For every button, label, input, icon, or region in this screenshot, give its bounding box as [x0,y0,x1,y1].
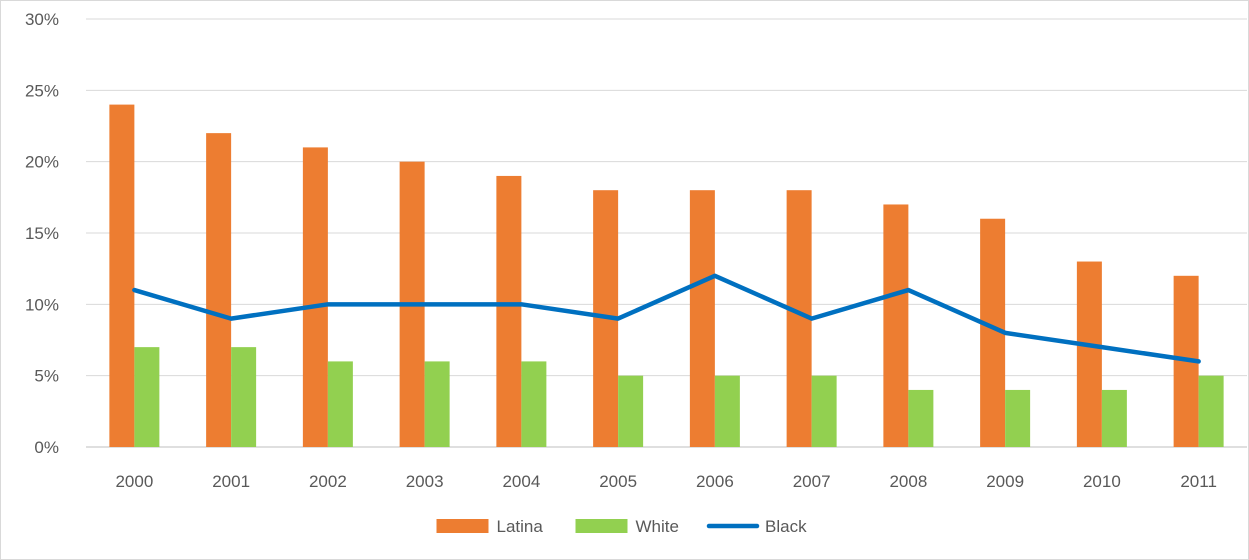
legend-swatch-latina [436,519,489,533]
bar-latina [496,175,522,447]
bar-white [424,361,450,447]
bar-latina [883,204,909,447]
bar-white [714,375,740,447]
x-axis: 2000 2001 2002 2003 2004 2005 2006 2007 2008 2009… [115,472,1216,491]
bar-white [231,347,257,447]
gridlines [86,18,1247,448]
bar-white [134,347,160,447]
bar-latina [302,147,328,447]
bar-white [521,361,547,447]
x-tick-label: 2007 [793,472,831,491]
x-tick-label: 2004 [502,472,540,491]
bar-white [908,389,934,447]
legend-swatch-white [575,519,628,533]
bar-latina [1076,261,1102,447]
x-tick-label: 2009 [986,472,1024,491]
y-axis: 0% 5% 10% 15% 20% 25% 30% [25,10,59,457]
bar-latina [206,133,232,447]
y-tick-label: 20% [25,153,59,172]
x-tick-label: 2010 [1083,472,1121,491]
bar-latina [109,104,135,447]
y-tick-label: 15% [25,224,59,243]
legend-label-white: White [636,517,679,536]
bar-white [618,375,644,447]
x-tick-label: 2006 [696,472,734,491]
line-black [132,273,1201,364]
bars [109,104,1224,447]
y-tick-label: 25% [25,81,59,100]
y-tick-label: 5% [34,367,59,386]
x-tick-label: 2003 [406,472,444,491]
y-tick-label: 10% [25,295,59,314]
x-tick-label: 2005 [599,472,637,491]
bar-white [327,361,353,447]
lines [132,273,1201,364]
legend-label-black: Black [765,517,807,536]
bar-white [1101,389,1127,447]
x-tick-label: 2000 [115,472,153,491]
x-tick-label: 2001 [212,472,250,491]
x-tick-label: 2008 [889,472,927,491]
y-tick-label: 0% [34,438,59,457]
y-tick-label: 30% [25,10,59,29]
x-tick-label: 2002 [309,472,347,491]
bar-white [1198,375,1224,447]
bar-latina [689,190,715,447]
legend-label-latina: Latina [497,517,544,536]
bar-white [811,375,837,447]
x-tick-label: 2011 [1180,472,1217,491]
legend: Latina White Black [436,517,807,536]
bar-white [1005,389,1031,447]
